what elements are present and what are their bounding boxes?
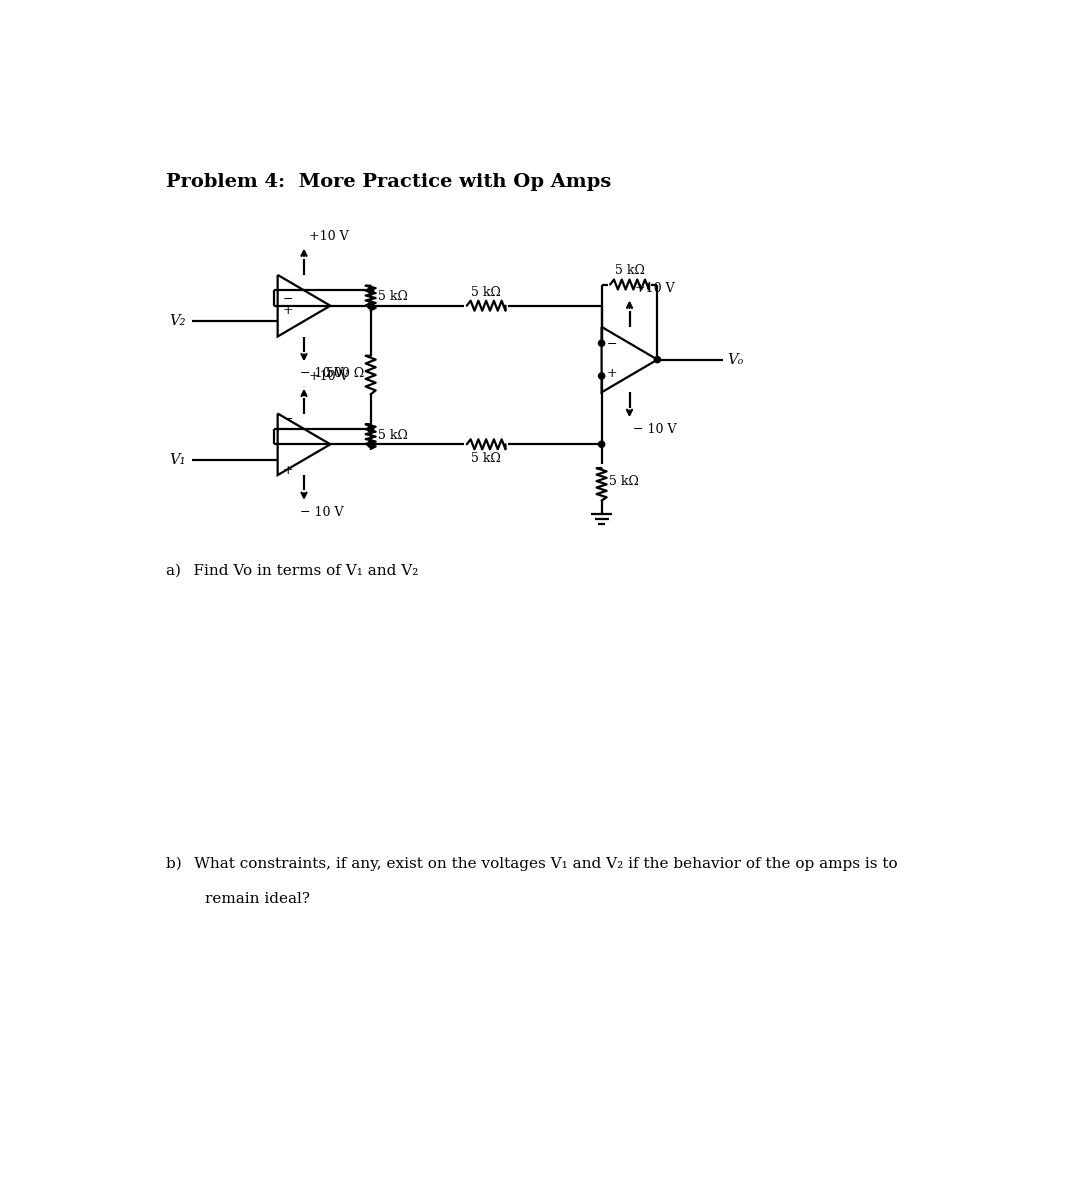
Text: V₂: V₂	[169, 314, 186, 328]
Circle shape	[367, 442, 374, 448]
Text: 5 kΩ: 5 kΩ	[471, 452, 501, 464]
Text: −: −	[283, 293, 294, 306]
Text: − 10 V: − 10 V	[300, 506, 344, 518]
Circle shape	[598, 340, 604, 347]
Circle shape	[367, 302, 374, 308]
Text: 5 kΩ: 5 kΩ	[378, 428, 408, 442]
Text: −: −	[607, 338, 617, 352]
Circle shape	[367, 302, 374, 308]
Circle shape	[367, 426, 374, 432]
Text: +10 V: +10 V	[310, 229, 349, 242]
Text: remain ideal?: remain ideal?	[205, 893, 310, 906]
Text: V₁: V₁	[169, 452, 186, 467]
Text: b)  What constraints, if any, exist on the voltages V₁ and V₂ if the behavior of: b) What constraints, if any, exist on th…	[166, 857, 898, 871]
Text: Vₒ: Vₒ	[727, 353, 743, 367]
Text: Problem 4:  More Practice with Op Amps: Problem 4: More Practice with Op Amps	[166, 173, 611, 191]
Text: +10 V: +10 V	[310, 370, 349, 383]
Text: +: +	[607, 367, 617, 380]
Text: − 10 V: − 10 V	[633, 424, 677, 436]
Circle shape	[367, 287, 374, 293]
Circle shape	[598, 442, 604, 448]
Text: 5 kΩ: 5 kΩ	[614, 264, 644, 277]
Text: +: +	[283, 463, 294, 476]
Text: a)  Find Vo in terms of V₁ and V₂: a) Find Vo in terms of V₁ and V₂	[166, 564, 419, 577]
Text: 5 kΩ: 5 kΩ	[378, 290, 408, 302]
Text: +10 V: +10 V	[634, 282, 675, 294]
Circle shape	[655, 356, 660, 362]
Text: 500 Ω: 500 Ω	[326, 367, 364, 380]
Text: − 10 V: − 10 V	[300, 367, 344, 380]
Text: 5 kΩ: 5 kΩ	[471, 286, 501, 299]
Text: 5 kΩ: 5 kΩ	[610, 475, 640, 487]
Text: +: +	[283, 305, 294, 317]
Circle shape	[598, 373, 604, 379]
Text: −: −	[283, 413, 294, 426]
